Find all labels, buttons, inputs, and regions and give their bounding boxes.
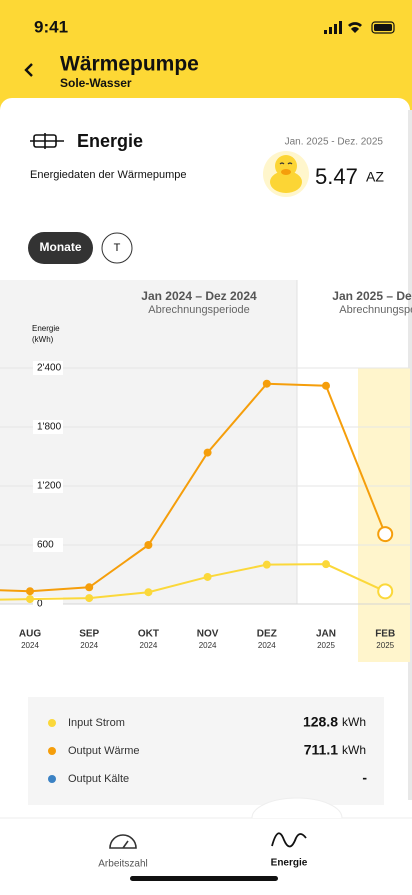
period-subtitle: Abrechnungsperiode [148, 304, 250, 316]
data-point [26, 587, 34, 596]
data-point [203, 448, 212, 457]
x-tick-year: 2024 [80, 641, 98, 650]
az-unit: AZ [366, 169, 384, 185]
legend-swatch [48, 747, 56, 755]
x-tick-label: DEZ [257, 629, 277, 640]
card-title: Energie [77, 131, 143, 151]
data-point [322, 381, 330, 390]
icon-gauge [109, 834, 137, 849]
legend: Input Strom 128.8 kWh Output Wärme 711.1 kWh O… [48, 714, 367, 786]
home-indicator [130, 876, 278, 881]
y-axis-unit: (kWh) [32, 335, 54, 344]
x-tick-label: FEB [375, 629, 395, 640]
back-button[interactable] [24, 63, 33, 77]
toggle-days[interactable] [101, 232, 133, 264]
data-point [85, 583, 94, 592]
y-tick-bg [33, 361, 63, 375]
x-tick-year: 2024 [258, 641, 276, 650]
legend-total: - [362, 770, 367, 786]
y-tick-label: 2'400 [37, 363, 62, 374]
legend-unit: kWh [342, 743, 366, 757]
x-tick-year: 2024 [140, 641, 158, 650]
header-title: Wärmepumpe [60, 53, 199, 76]
x-tick-year: 2024 [21, 641, 39, 650]
status-icons [324, 21, 395, 34]
az-value: 5.47 [315, 164, 358, 189]
x-tick-label: JAN [316, 629, 336, 640]
energy-icon [30, 133, 64, 149]
legend-label: Output Kälte [68, 773, 129, 785]
legend-label: Output Wärme [68, 745, 140, 757]
card-period: Jan. 2025 - Dez. 2025 [285, 137, 384, 148]
toggle-label: Monate [40, 240, 82, 254]
y-tick-label: 600 [37, 540, 54, 551]
x-tick-label: SEP [79, 629, 99, 640]
current-month-band [358, 368, 410, 662]
status-time: 9:41 [34, 17, 68, 36]
legend-swatch [48, 719, 56, 727]
chart: Jan 2024 – Dez 2024AbrechnungsperiodeJan… [0, 289, 412, 650]
data-point [377, 583, 394, 600]
y-tick-bg [33, 420, 63, 434]
data-point [262, 560, 271, 569]
x-tick-label: OKT [138, 629, 159, 640]
toggle-label: T [114, 242, 121, 254]
period-title: Jan 2025 – Dez 2025 [332, 289, 412, 303]
icon-wave [271, 832, 307, 848]
legend-box [28, 697, 384, 805]
x-tick-label: AUG [19, 629, 41, 640]
series-line [0, 382, 387, 593]
data-point [203, 572, 212, 581]
y-tick-label: 0 [37, 599, 43, 610]
legend-unit: kWh [342, 715, 366, 729]
y-tick-bg [33, 479, 63, 493]
period-subtitle: Abrechnungsperiode [339, 304, 412, 316]
y-tick-label: 1'200 [37, 481, 62, 492]
data-point [322, 560, 330, 569]
data-point [85, 594, 94, 603]
y-axis-label: Energie [32, 324, 60, 333]
y-tick-bg [33, 538, 63, 552]
legend-swatch [48, 775, 56, 783]
data-point [144, 541, 153, 549]
period-title: Jan 2024 – Dez 2024 [141, 289, 257, 303]
legend-total: 711.1 [304, 742, 338, 758]
y-tick-bg [33, 597, 63, 611]
nav-item[interactable]: Arbeitszahl [98, 859, 147, 870]
y-tick-label: 1'800 [37, 422, 62, 433]
x-tick-year: 2024 [199, 641, 217, 650]
duck-icon [263, 151, 309, 197]
nav-bump [251, 797, 343, 819]
data-point [262, 379, 271, 388]
toggle-months[interactable] [28, 232, 93, 264]
x-tick-label: NOV [197, 629, 219, 640]
data-point [26, 595, 34, 604]
data-point [144, 588, 153, 597]
data-point [377, 526, 394, 543]
legend-total: 128.8 [303, 714, 338, 730]
series-line [0, 563, 386, 601]
nav-item[interactable]: Energie [271, 858, 308, 869]
card-description: Energiedaten der Wärmepumpe [30, 169, 187, 181]
x-tick-year: 2025 [376, 641, 394, 650]
legend-label: Input Strom [68, 717, 125, 729]
header-subtitle: Sole-Wasser [60, 76, 132, 90]
x-tick-year: 2025 [317, 641, 335, 650]
